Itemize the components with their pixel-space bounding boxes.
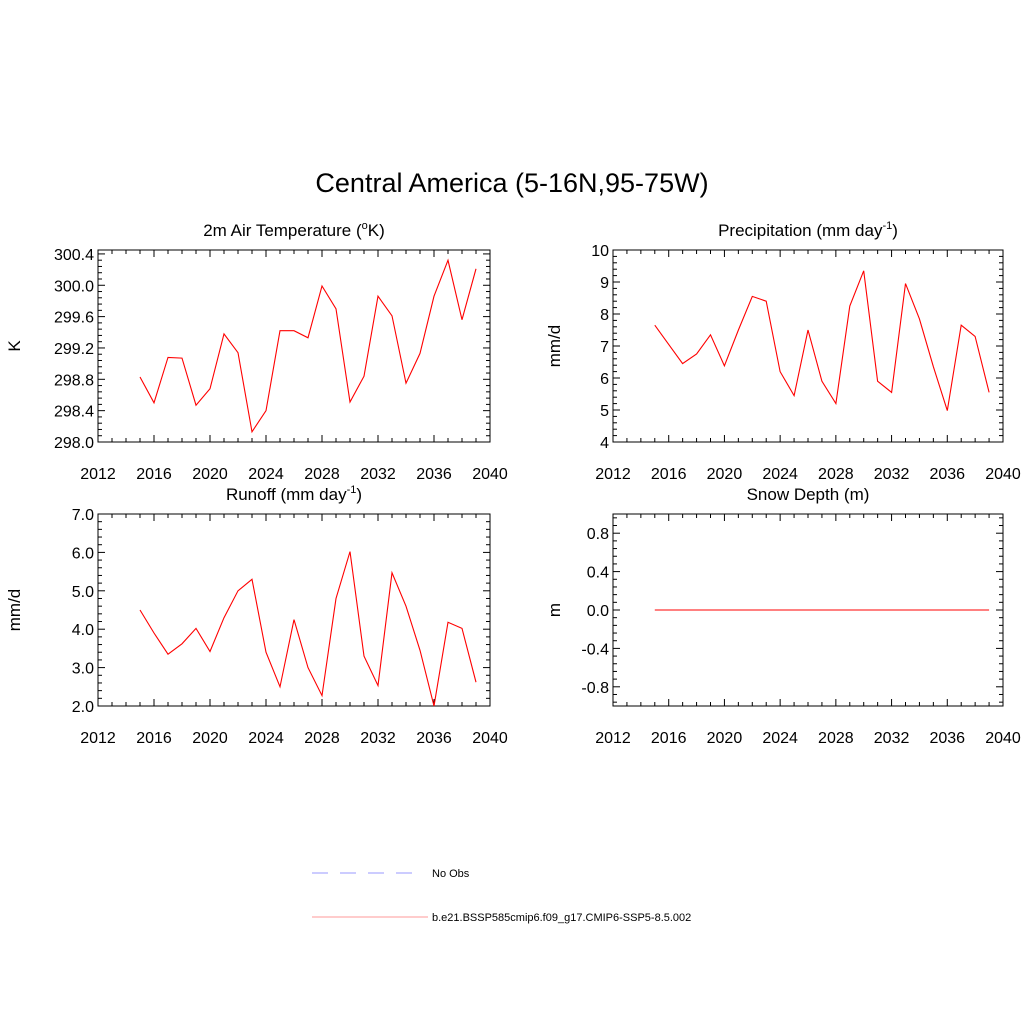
- y-tick-label: 298.0: [54, 435, 94, 452]
- y-tick-label: 3.0: [72, 661, 94, 678]
- x-tick-label: 2040: [472, 466, 508, 483]
- series-line: [654, 270, 990, 411]
- x-tick-label: 2020: [707, 466, 743, 483]
- x-tick-label: 2024: [248, 730, 284, 747]
- chart-panel-4: 2012 2016 2020 2024 2028 2032 2036 2040 -0.8 -0.4…: [545, 485, 1021, 747]
- x-tick-label: 2036: [929, 730, 965, 747]
- x-tick-label: 2040: [985, 730, 1021, 747]
- x-tick-label: 2020: [192, 466, 228, 483]
- panel-title: 2m Air Temperature (oK): [203, 220, 385, 240]
- y-tick-label: 8: [600, 307, 609, 324]
- x-tick-label: 2028: [818, 730, 854, 747]
- y-tick-label: 300.0: [54, 278, 94, 295]
- y-tick-label: 2.0: [72, 699, 94, 716]
- x-tick-label: 2040: [472, 730, 508, 747]
- x-tick-label: 2028: [304, 466, 340, 483]
- y-tick-label: -0.4: [581, 641, 609, 658]
- legend-model-label: b.e21.BSSP585cmip6.f09_g17.CMIP6-SSP5-8.…: [432, 912, 691, 924]
- panel-title: Precipitation (mm day-1): [718, 220, 898, 240]
- figure-title: Central America (5-16N,95-75W): [315, 168, 709, 198]
- plot-frame: [97, 513, 491, 707]
- x-tick-label: 2016: [136, 730, 172, 747]
- x-tick-label: 2024: [762, 466, 798, 483]
- x-tick-label: 2040: [985, 466, 1021, 483]
- x-tick-label: 2024: [762, 730, 798, 747]
- plot-frame: [612, 249, 1004, 443]
- x-tick-label: 2012: [595, 466, 631, 483]
- y-tick-label: 298.4: [54, 404, 94, 421]
- plot-frame: [97, 249, 491, 443]
- y-tick-label: 6.0: [72, 545, 94, 562]
- chart-panel-1: 2012 2016 2020 2024 2028 2032 2036 2040 298.0 298…: [5, 220, 508, 483]
- y-tick-label: 4.0: [72, 622, 94, 639]
- y-tick-label: 298.8: [54, 372, 94, 389]
- x-tick-label: 2012: [595, 730, 631, 747]
- y-tick-label: 7: [600, 339, 609, 356]
- y-axis-label: mm/d: [545, 325, 564, 368]
- y-tick-label: -0.8: [581, 680, 609, 697]
- x-tick-label: 2032: [360, 730, 396, 747]
- series-line: [139, 258, 477, 434]
- y-axis-label: K: [5, 340, 24, 352]
- chart-panel-2: 2012 2016 2020 2024 2028 2032 2036 2040 4 5 6 7 8 9 10…: [545, 220, 1021, 483]
- y-tick-label: 0.4: [587, 565, 609, 582]
- x-tick-label: 2028: [304, 730, 340, 747]
- chart-panel-3: 2012 2016 2020 2024 2028 2032 2036 2040 2.0 3.0 4.…: [5, 484, 508, 747]
- x-tick-label: 2024: [248, 466, 284, 483]
- y-axis-label: m: [545, 603, 564, 617]
- legend-obs-label: No Obs: [432, 868, 470, 880]
- chart-panels: 2012 2016 2020 2024 2028 2032 2036 2040 298.0 298…: [5, 220, 1021, 747]
- series-line: [139, 551, 477, 707]
- x-tick-label: 2036: [416, 730, 452, 747]
- y-tick-label: 299.6: [54, 310, 94, 327]
- x-tick-label: 2020: [192, 730, 228, 747]
- x-tick-label: 2028: [818, 466, 854, 483]
- y-tick-label: 7.0: [72, 507, 94, 524]
- y-tick-label: 9: [600, 275, 609, 292]
- y-tick-label: 10: [591, 243, 609, 260]
- y-tick-label: 5.0: [72, 584, 94, 601]
- x-tick-label: 2012: [80, 730, 116, 747]
- y-tick-label: 6: [600, 371, 609, 388]
- x-tick-label: 2016: [651, 466, 687, 483]
- x-tick-label: 2036: [416, 466, 452, 483]
- y-tick-label: 4: [600, 435, 609, 452]
- y-tick-label: 300.4: [54, 247, 94, 264]
- x-tick-label: 2032: [874, 730, 910, 747]
- y-tick-label: 299.2: [54, 341, 94, 358]
- panel-title: Runoff (mm day-1): [226, 484, 362, 504]
- x-tick-label: 2016: [651, 730, 687, 747]
- legend: No Obs b.e21.BSSP585cmip6.f09_g17.CMIP6-…: [312, 868, 691, 924]
- y-tick-label: 5: [600, 403, 609, 420]
- x-tick-label: 2036: [929, 466, 965, 483]
- x-tick-label: 2032: [874, 466, 910, 483]
- x-tick-label: 2016: [136, 466, 172, 483]
- y-axis-label: mm/d: [5, 589, 24, 632]
- panel-title: Snow Depth (m): [747, 485, 870, 504]
- x-tick-label: 2012: [80, 466, 116, 483]
- x-tick-label: 2032: [360, 466, 396, 483]
- y-tick-label: 0.8: [587, 526, 609, 543]
- y-tick-label: 0.0: [587, 603, 609, 620]
- x-tick-label: 2020: [707, 730, 743, 747]
